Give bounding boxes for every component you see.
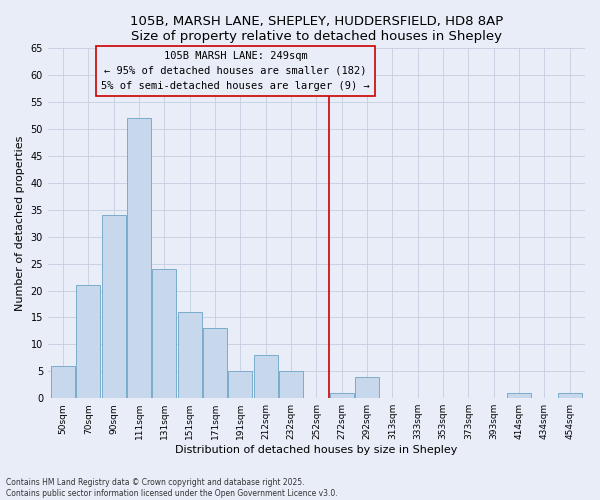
Bar	[279, 372, 303, 398]
Bar	[330, 393, 354, 398]
Bar	[507, 393, 531, 398]
Bar	[178, 312, 202, 398]
Text: Contains HM Land Registry data © Crown copyright and database right 2025.
Contai: Contains HM Land Registry data © Crown c…	[6, 478, 338, 498]
Bar	[229, 372, 253, 398]
Bar	[152, 269, 176, 398]
Bar	[203, 328, 227, 398]
X-axis label: Distribution of detached houses by size in Shepley: Distribution of detached houses by size …	[175, 445, 458, 455]
Bar	[355, 376, 379, 398]
Text: 105B MARSH LANE: 249sqm
← 95% of detached houses are smaller (182)
5% of semi-de: 105B MARSH LANE: 249sqm ← 95% of detache…	[101, 51, 370, 90]
Bar	[102, 215, 126, 398]
Bar	[51, 366, 75, 398]
Bar	[254, 355, 278, 398]
Bar	[127, 118, 151, 398]
Title: 105B, MARSH LANE, SHEPLEY, HUDDERSFIELD, HD8 8AP
Size of property relative to de: 105B, MARSH LANE, SHEPLEY, HUDDERSFIELD,…	[130, 15, 503, 43]
Bar	[76, 285, 100, 398]
Y-axis label: Number of detached properties: Number of detached properties	[15, 136, 25, 311]
Bar	[558, 393, 582, 398]
